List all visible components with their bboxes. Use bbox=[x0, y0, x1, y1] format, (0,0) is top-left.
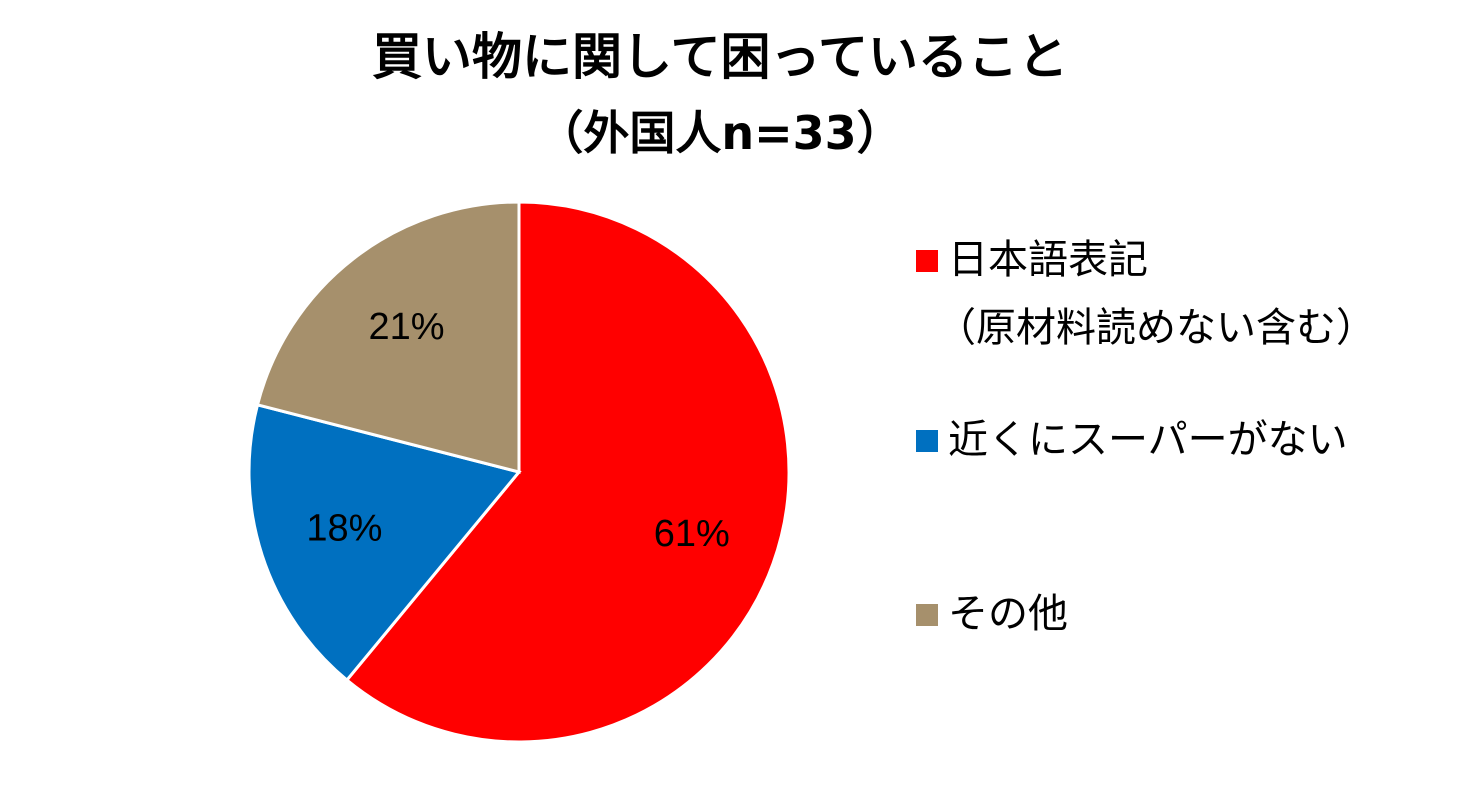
pie-slice-no-supermarket bbox=[247, 403, 522, 683]
legend-label: その他 bbox=[948, 591, 1068, 637]
legend-swatch-tan bbox=[916, 604, 938, 626]
data-label-other: 21% bbox=[368, 306, 444, 348]
legend-label: 近くにスーパーがない bbox=[948, 417, 1348, 463]
data-label-japanese-labeling: 61% bbox=[654, 513, 730, 555]
legend-swatch-red bbox=[916, 250, 938, 272]
data-label-no-supermarket: 18% bbox=[306, 508, 382, 550]
chart-title: 買い物に関して困っていること bbox=[372, 28, 1068, 86]
pie-data-labels: 61% 18% 21% bbox=[306, 306, 729, 555]
chart-subtitle: （外国人n=33） bbox=[537, 106, 903, 160]
legend-swatch-blue bbox=[916, 430, 938, 452]
legend-label: 日本語表記 bbox=[948, 237, 1148, 283]
pie-slice-other bbox=[255, 200, 521, 474]
pie-slice-japanese-labeling bbox=[344, 200, 791, 744]
pie-slices bbox=[247, 200, 791, 744]
legend-label-line2: （原材料読めない含む） bbox=[936, 305, 1376, 351]
